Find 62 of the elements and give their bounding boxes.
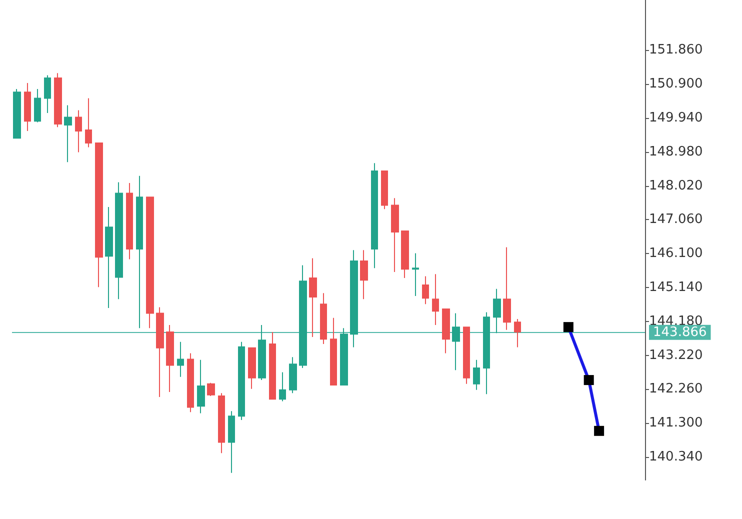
candlestick xyxy=(207,382,215,396)
candlestick xyxy=(340,328,348,386)
candlestick xyxy=(412,252,419,296)
y-tick-label: 146.100 xyxy=(649,246,703,262)
candlestick xyxy=(177,341,184,378)
y-tick-label: 149.940 xyxy=(649,110,703,126)
candlestick xyxy=(218,392,225,454)
candlestick xyxy=(514,318,521,348)
candlestick xyxy=(320,292,327,345)
candlestick xyxy=(166,324,174,393)
candlestick xyxy=(442,308,450,354)
candlestick xyxy=(85,98,92,148)
candlestick xyxy=(105,206,113,308)
candlestick xyxy=(126,182,133,260)
candlestick xyxy=(432,274,439,326)
candlestick xyxy=(54,72,62,128)
candlestick xyxy=(422,276,429,305)
candlestick xyxy=(156,306,164,398)
candlestick xyxy=(299,264,307,369)
candlestick xyxy=(401,230,409,278)
candlestick xyxy=(228,410,235,474)
candlestick xyxy=(238,341,245,420)
candlestick xyxy=(24,82,31,132)
y-tick-label: 148.980 xyxy=(649,144,703,160)
candlestick xyxy=(44,74,51,114)
candlestick xyxy=(269,332,276,400)
y-tick-label: 142.260 xyxy=(649,382,703,397)
y-tick-label: 141.300 xyxy=(649,416,703,431)
y-tick-label: 148.020 xyxy=(649,178,703,194)
candlestick xyxy=(360,250,368,300)
candlestick xyxy=(64,104,72,163)
y-tick-label: 150.900 xyxy=(649,76,703,92)
candlestick xyxy=(146,196,154,329)
candlestick xyxy=(452,312,460,371)
candlestick xyxy=(473,359,480,390)
candlestick xyxy=(34,88,41,123)
candlestick xyxy=(463,326,470,384)
candlestick xyxy=(187,352,194,413)
candlestick xyxy=(371,162,378,269)
candlestick xyxy=(330,317,337,386)
candlestick xyxy=(248,347,256,390)
candlestick xyxy=(350,250,358,348)
y-tick-label: 151.860 xyxy=(649,42,703,58)
y-tick-label: 145.140 xyxy=(649,280,703,296)
y-tick-label: 143.220 xyxy=(649,348,703,363)
candlestick xyxy=(391,198,399,272)
candlestick xyxy=(75,110,82,153)
y-tick-label: 147.060 xyxy=(649,212,703,228)
y-tick-label: 140.340 xyxy=(649,450,703,465)
candlestick xyxy=(136,175,143,329)
candlestick xyxy=(493,288,501,334)
candlestick xyxy=(503,246,511,330)
candlestick xyxy=(483,312,490,395)
candlestick xyxy=(381,170,388,210)
candlestick xyxy=(258,324,266,381)
candlestick xyxy=(279,372,286,402)
candlestick xyxy=(289,356,297,394)
candlestick xyxy=(309,258,317,338)
candlestick xyxy=(115,182,123,300)
candlestick xyxy=(95,142,103,288)
candlestick xyxy=(13,88,21,139)
candlestick xyxy=(197,359,205,414)
